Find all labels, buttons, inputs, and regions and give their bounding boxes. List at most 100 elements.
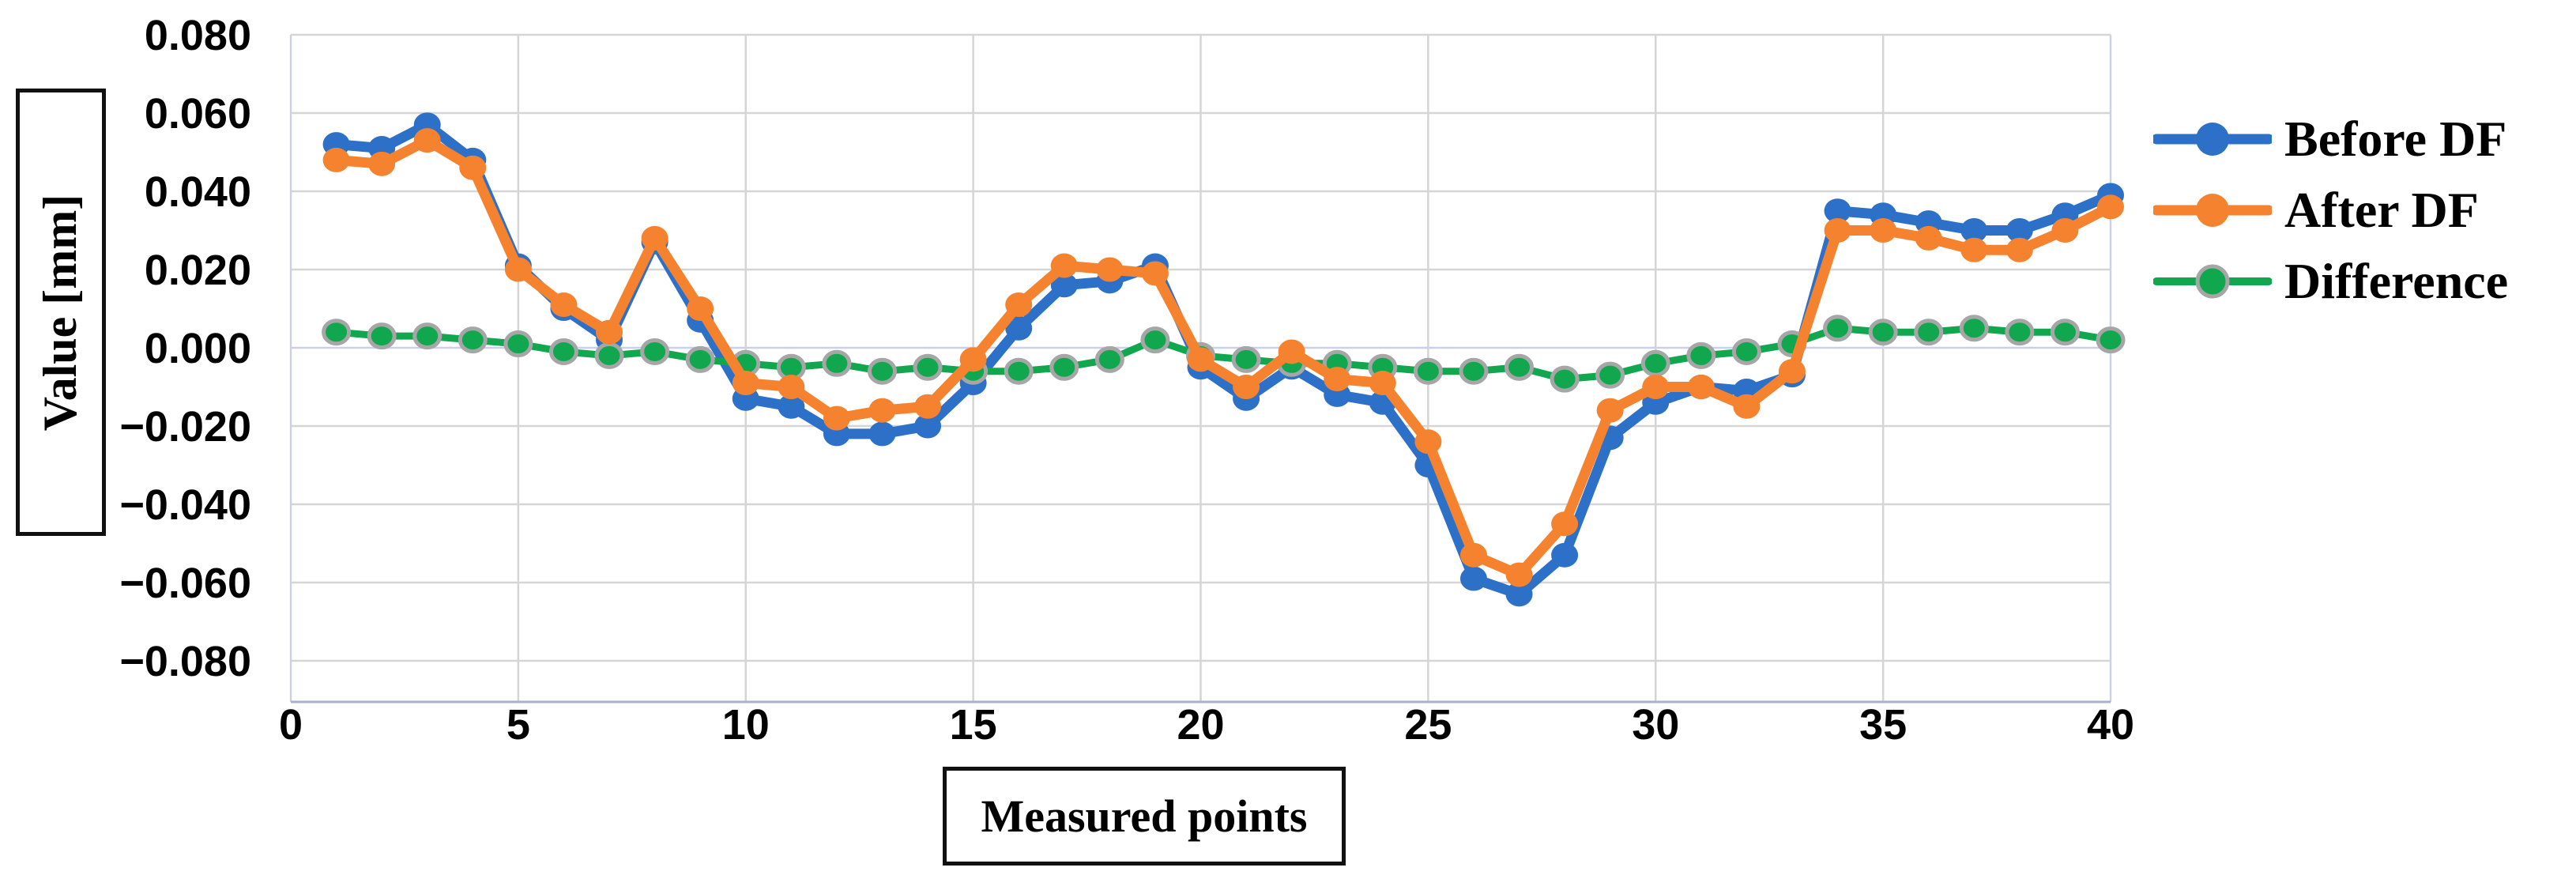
data-point-difference — [1823, 315, 1853, 342]
data-point-after-df — [459, 155, 487, 180]
legend-label-before-df: Before DF — [2284, 111, 2507, 167]
data-point-after-df — [1278, 339, 1305, 364]
data-point-after-df — [1005, 292, 1033, 318]
x-tick-label: 10 — [722, 701, 770, 749]
data-point-difference — [1413, 357, 1443, 385]
data-point-difference — [2005, 319, 2035, 346]
data-point-after-df — [413, 128, 441, 153]
data-point-difference — [594, 341, 624, 369]
data-point-after-df — [732, 371, 759, 396]
data-point-after-df — [1459, 542, 1487, 568]
data-point-difference — [1686, 341, 1716, 369]
data-point-difference — [503, 330, 533, 358]
data-point-before-df — [868, 421, 896, 447]
y-tick-label: 0.060 — [145, 90, 251, 138]
y-tick-label: −0.080 — [119, 638, 251, 685]
data-point-after-df — [823, 405, 850, 431]
data-point-difference — [1640, 349, 1670, 377]
legend-item-before-df: Before DF — [2153, 109, 2508, 169]
y-tick-label: 0.040 — [145, 168, 251, 216]
x-tick-label: 15 — [950, 701, 997, 749]
legend: Before DF After DF Difference — [2153, 109, 2508, 311]
x-tick-label: 35 — [1859, 701, 1907, 749]
y-tick-label: 0.000 — [145, 325, 251, 372]
x-tick-label: 25 — [1404, 701, 1452, 749]
data-point-difference — [1959, 315, 1989, 342]
data-point-after-df — [2097, 194, 2124, 220]
x-tick-label: 20 — [1177, 701, 1224, 749]
data-point-after-df — [914, 394, 942, 419]
data-point-after-df — [2005, 237, 2033, 262]
data-point-difference — [1094, 345, 1124, 373]
legend-item-difference: Difference — [2153, 251, 2508, 311]
x-tick-label: 30 — [1632, 701, 1679, 749]
data-point-before-df — [778, 394, 805, 419]
data-point-after-df — [1596, 398, 1624, 423]
legend-swatch-difference-icon — [2153, 264, 2272, 299]
data-point-after-df — [1505, 562, 1533, 587]
data-point-difference — [458, 326, 488, 354]
data-point-difference — [640, 338, 670, 365]
data-point-after-df — [1050, 253, 1078, 278]
data-point-after-df — [1369, 371, 1396, 396]
legend-item-after-df: After DF — [2153, 180, 2508, 240]
data-point-before-df — [1459, 566, 1487, 591]
data-point-after-df — [687, 296, 714, 321]
data-point-difference — [822, 349, 852, 377]
legend-dot — [2195, 264, 2230, 299]
legend-dot — [2196, 123, 2229, 156]
y-tick-label: −0.040 — [119, 481, 251, 529]
data-point-after-df — [504, 257, 532, 282]
data-point-difference — [1550, 365, 1580, 393]
data-point-after-df — [1870, 218, 1897, 243]
data-point-difference — [1140, 326, 1170, 354]
data-point-difference — [548, 338, 578, 365]
data-point-after-df — [2051, 218, 2079, 243]
data-point-after-df — [778, 375, 805, 399]
data-point-after-df — [1733, 394, 1761, 419]
data-point-after-df — [1233, 375, 1260, 399]
x-tick-label: 5 — [507, 701, 530, 749]
x-axis-title: Measured points — [981, 790, 1308, 842]
data-point-after-df — [322, 147, 350, 172]
data-point-after-df — [641, 225, 668, 251]
y-tick-label: −0.020 — [119, 403, 251, 451]
data-point-after-df — [1096, 257, 1124, 282]
data-point-difference — [913, 353, 943, 381]
data-point-difference — [867, 357, 897, 385]
y-axis-title: Value [mm] — [34, 194, 87, 431]
data-point-before-df — [1551, 542, 1579, 568]
y-tick-label: 0.080 — [145, 12, 251, 59]
data-point-difference — [2050, 319, 2080, 346]
legend-label-difference: Difference — [2284, 253, 2509, 309]
data-point-after-df — [1960, 237, 1988, 262]
data-point-before-df — [1824, 198, 1851, 224]
data-point-after-df — [1551, 511, 1579, 537]
data-point-difference — [322, 319, 352, 346]
data-point-after-df — [1915, 225, 1942, 251]
data-point-difference — [1595, 361, 1625, 389]
series-line-after-df — [331, 135, 2116, 580]
data-point-difference — [685, 345, 715, 373]
legend-swatch-before-df-icon — [2153, 123, 2272, 156]
data-point-after-df — [596, 319, 623, 345]
x-axis-title-box: Measured points — [943, 767, 1346, 866]
data-point-before-df — [914, 413, 942, 439]
data-point-difference — [1049, 353, 1079, 381]
y-axis-title-box: Value [mm] — [16, 89, 106, 536]
data-point-difference — [1004, 357, 1034, 385]
legend-swatch-after-df-icon — [2153, 194, 2272, 227]
data-point-after-df — [1824, 218, 1851, 243]
data-point-before-df — [1960, 218, 1988, 243]
data-point-after-df — [1324, 367, 1351, 392]
data-point-difference — [1868, 319, 1898, 346]
data-point-after-df — [1687, 375, 1715, 399]
x-tick-label: 40 — [2087, 701, 2134, 749]
data-point-before-df — [2005, 218, 2033, 243]
data-point-difference — [412, 322, 443, 350]
data-point-difference — [1505, 353, 1535, 381]
legend-dot — [2196, 194, 2229, 227]
data-point-before-df — [1050, 273, 1078, 298]
